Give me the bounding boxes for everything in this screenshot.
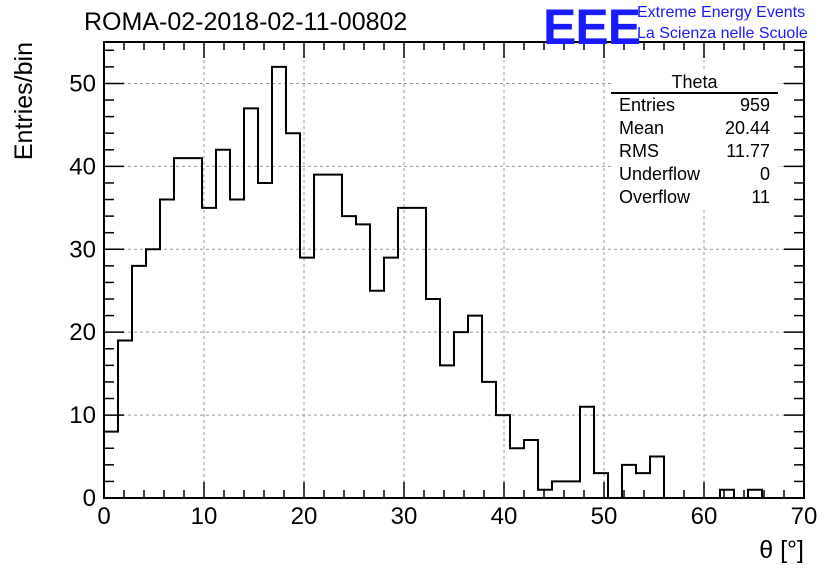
histogram-bin <box>118 340 132 498</box>
logo-caption-line1: Extreme Energy Events <box>637 4 806 21</box>
x-tick-label: 60 <box>691 503 718 530</box>
histogram-bin <box>510 448 524 498</box>
x-tick-label: 40 <box>491 503 518 530</box>
stats-label: Overflow <box>619 187 691 207</box>
histogram-bin <box>314 175 328 498</box>
histogram-bin <box>342 216 356 498</box>
histogram-bin <box>748 490 762 498</box>
histogram-bin <box>300 258 314 498</box>
x-tick-label: 20 <box>291 503 318 530</box>
histogram-bin <box>454 332 468 498</box>
stats-label: Mean <box>619 118 665 138</box>
histogram-bin <box>174 158 188 498</box>
chart-title: ROMA-02-2018-02-11-00802 <box>84 8 408 36</box>
histogram-bin <box>202 208 216 498</box>
stats-label: RMS <box>619 141 659 161</box>
histogram-bin <box>384 258 398 498</box>
histogram-bin <box>216 150 230 498</box>
y-axis-label: Entries/bin <box>10 42 38 160</box>
stats-row-entries: Entries 959 <box>611 94 778 117</box>
y-tick-label: 30 <box>69 236 96 263</box>
plot-frame <box>103 41 805 499</box>
histogram-bin <box>146 249 160 498</box>
stats-row-rms: RMS 11.77 <box>611 140 778 163</box>
histogram-bin <box>258 183 272 498</box>
stats-title: Theta <box>611 72 778 94</box>
x-tick-label: 0 <box>97 503 110 530</box>
histogram-bin <box>636 473 650 498</box>
histogram-bin <box>244 108 258 498</box>
stats-value: 20.44 <box>724 118 770 138</box>
stats-row-overflow: Overflow 11 <box>611 186 778 209</box>
histogram-bin <box>328 175 342 498</box>
histogram-bin <box>272 67 286 498</box>
histogram-bin <box>356 224 370 498</box>
histogram-bin <box>160 200 174 498</box>
stats-value: 0 <box>759 164 770 184</box>
stats-value: 11 <box>751 187 770 207</box>
histogram-bin <box>440 365 454 498</box>
x-axis-label: θ [°] <box>759 536 804 564</box>
stats-label: Underflow <box>619 164 701 184</box>
histogram-bin <box>132 266 146 498</box>
histogram-bin <box>188 158 202 498</box>
histogram-bin <box>538 490 552 498</box>
histogram-bin <box>412 208 426 498</box>
x-tick-label: 70 <box>791 503 818 530</box>
stats-value: 959 <box>739 95 770 115</box>
logo-caption-line2: La Scienza nelle Scuole <box>637 25 808 42</box>
histogram-bin <box>370 291 384 498</box>
y-tick-label: 10 <box>69 402 96 429</box>
y-tick-label: 50 <box>69 70 96 97</box>
eee-logo: EEE <box>543 0 641 55</box>
x-tick-label: 10 <box>191 503 218 530</box>
y-tick-label: 40 <box>69 153 96 180</box>
x-tick-label: 50 <box>591 503 618 530</box>
stats-value: 11.77 <box>726 141 770 161</box>
stats-box: Theta Entries 959 Mean 20.44 RMS 11.77 U… <box>611 72 778 209</box>
histogram-bin <box>468 316 482 498</box>
stats-label: Entries <box>619 95 676 115</box>
y-tick-label: 20 <box>69 319 96 346</box>
histogram-series-line <box>104 65 804 499</box>
histogram-bin <box>426 299 440 498</box>
histogram-bin <box>580 407 594 498</box>
histogram-bin <box>594 473 608 498</box>
histogram-bin <box>496 415 510 498</box>
histogram-bin <box>398 208 412 498</box>
histogram-bin <box>482 382 496 498</box>
histogram-bin <box>650 457 664 498</box>
x-tick-label: 30 <box>391 503 418 530</box>
stats-row-mean: Mean 20.44 <box>611 117 778 140</box>
histogram-bin <box>566 481 580 498</box>
y-tick-label: 0 <box>83 485 96 512</box>
histogram-bin <box>230 200 244 498</box>
histogram-bin <box>286 133 300 498</box>
stats-row-underflow: Underflow 0 <box>611 163 778 186</box>
histogram-bin <box>720 490 734 498</box>
histogram-bin <box>524 440 538 498</box>
